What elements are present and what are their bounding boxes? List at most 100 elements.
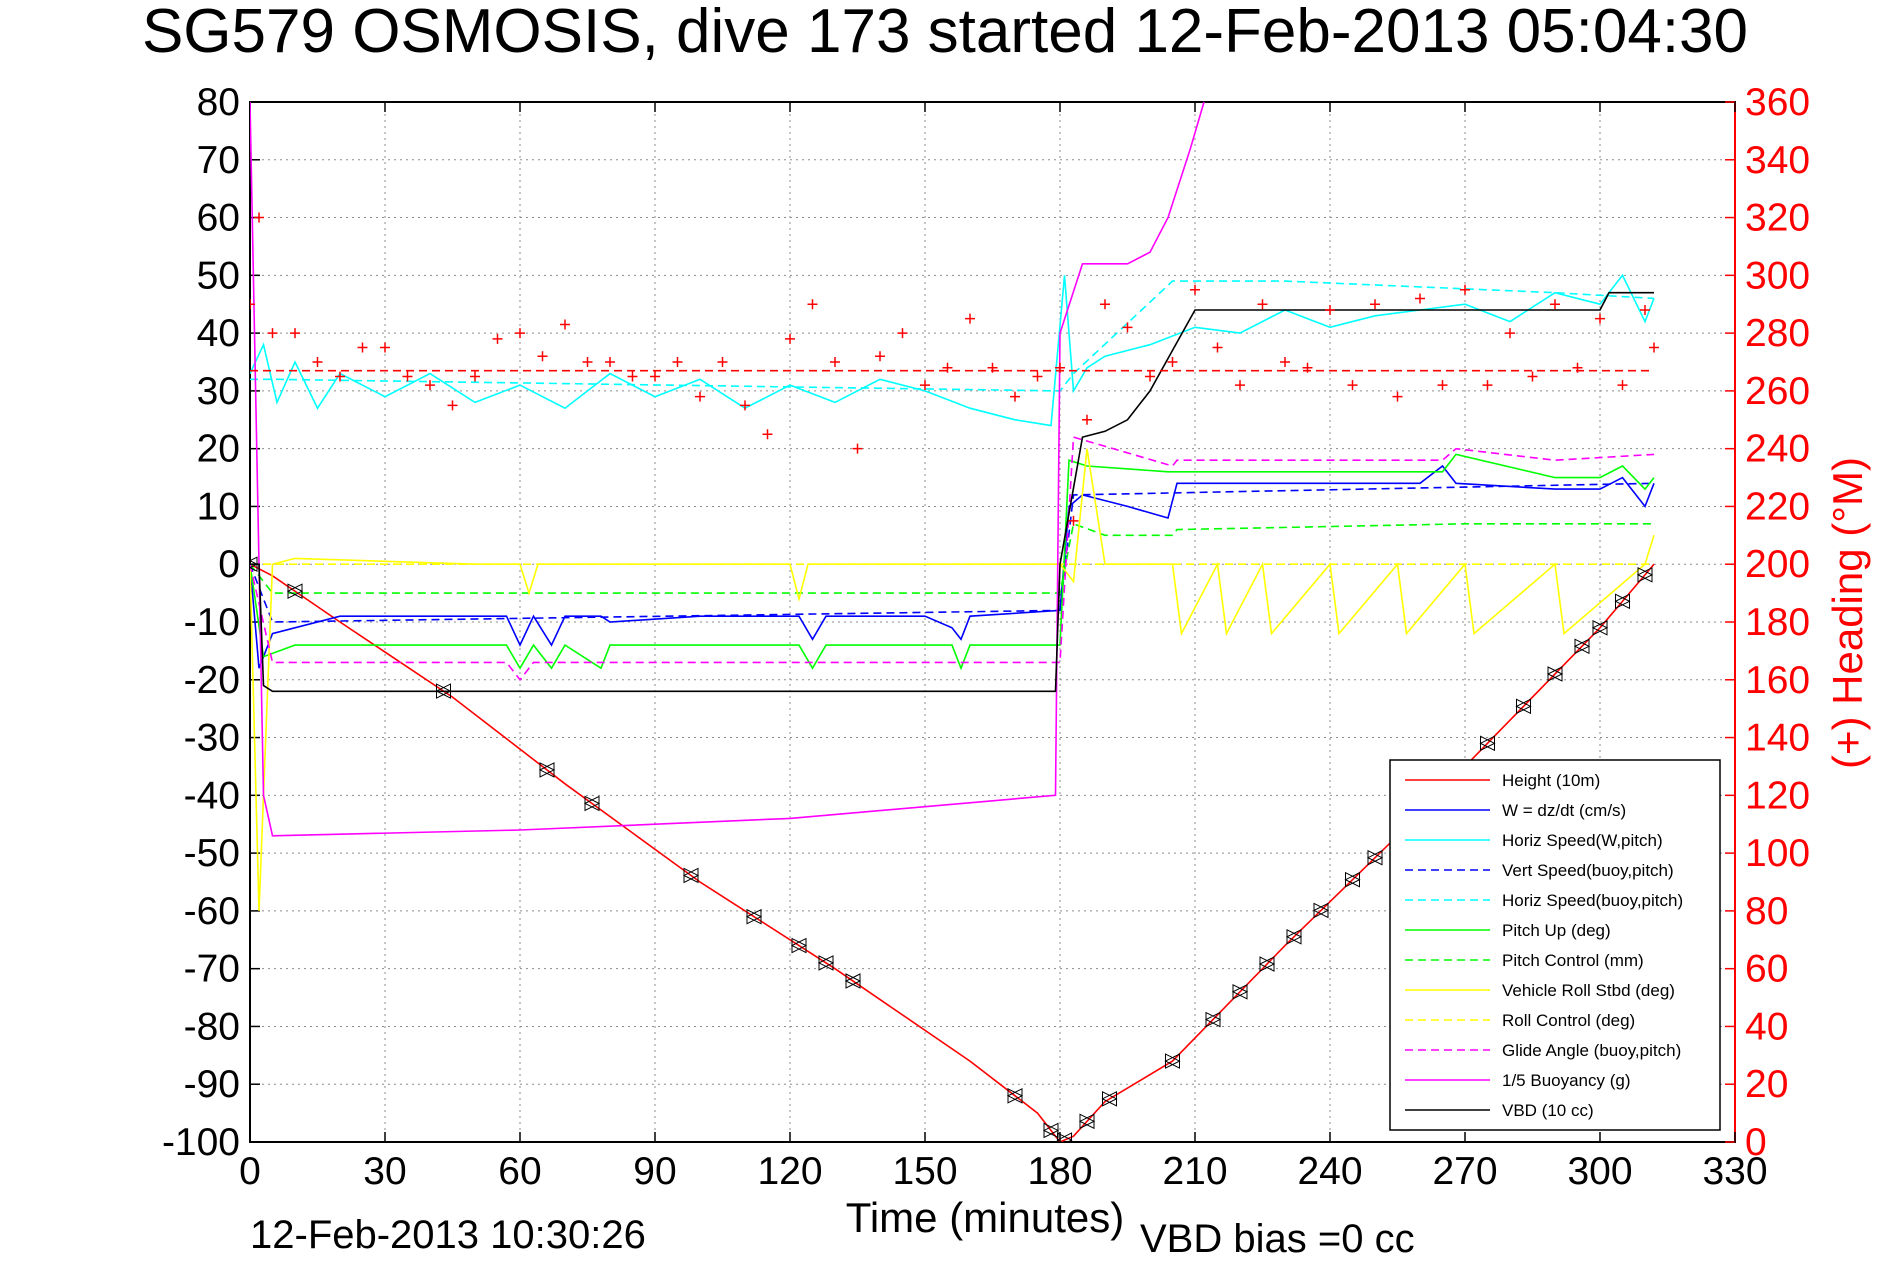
- y-tick-label: -40: [184, 774, 240, 817]
- y-tick-label: 50: [197, 254, 240, 297]
- x-tick-label: 180: [1027, 1150, 1092, 1193]
- height-triangle-markers: [250, 556, 1654, 1142]
- heading-point: [920, 380, 930, 391]
- height-marker: [1285, 928, 1303, 945]
- y2-tick-label: 340: [1745, 139, 1810, 182]
- y2-tick-label: 200: [1745, 543, 1810, 586]
- heading-point: [1082, 414, 1092, 425]
- heading-point: [1415, 293, 1425, 304]
- height-marker: [817, 955, 835, 971]
- heading-point: [1392, 391, 1403, 402]
- height-marker: [745, 908, 763, 925]
- heading-point: [1032, 371, 1043, 382]
- legend-entry-label: Horiz Speed(buoy,pitch): [1502, 891, 1683, 910]
- y2-tick-label: 320: [1745, 197, 1810, 240]
- heading-point: [1068, 515, 1079, 526]
- heading-point: [717, 357, 728, 367]
- y2-tick-label: 300: [1745, 254, 1810, 297]
- y2-tick-label: 120: [1745, 774, 1810, 817]
- y-tick-label: 30: [197, 370, 240, 413]
- series-layer: [250, 102, 1659, 1142]
- height-marker: [1591, 619, 1609, 636]
- height-marker: [1056, 1132, 1073, 1142]
- legend-entry-label: Pitch Up (deg): [1502, 921, 1611, 940]
- series-1-5-buoyancy-g: [250, 102, 1205, 837]
- series-pitch-control-mm: [250, 522, 1654, 594]
- y-tick-label: 70: [197, 139, 240, 182]
- y2-tick-label: 80: [1745, 890, 1788, 933]
- legend: Height (10m) W = dz/dt (cm/s) Horiz Speed(…: [1389, 759, 1721, 1131]
- y2-tick-label: 40: [1745, 1005, 1788, 1048]
- x-tick-label: 210: [1162, 1150, 1227, 1193]
- y2-tick-label: 220: [1745, 485, 1810, 528]
- heading-point: [1460, 284, 1470, 295]
- legend-entry-label: Roll Control (deg): [1502, 1011, 1635, 1030]
- height-marker: [1546, 666, 1564, 682]
- timestamp-label: 12-Feb-2013 10:30:26: [250, 1213, 646, 1257]
- right-axis-ticks: 3603403203002802602402202001801601401201…: [1725, 81, 1810, 1164]
- x-tick-label: 90: [633, 1150, 676, 1193]
- heading-point: [1212, 342, 1223, 353]
- height-marker: [1164, 1053, 1181, 1069]
- height-marker: [1258, 956, 1276, 972]
- heading-point: [627, 371, 638, 382]
- height-marker: [286, 583, 304, 599]
- x-tick-label: 0: [239, 1150, 261, 1193]
- height-marker: [583, 795, 601, 812]
- y2-tick-label: 240: [1745, 428, 1810, 471]
- y2-tick-label: 260: [1745, 370, 1810, 413]
- heading-point: [875, 351, 885, 362]
- heading-point: [1437, 380, 1448, 391]
- series-horiz-speed-buoy-pitch: [250, 280, 1655, 392]
- series-vbd-10-cc: [250, 291, 1654, 693]
- heading-point: [357, 342, 368, 353]
- y-tick-label: 20: [197, 428, 240, 471]
- y-tick-label: -70: [184, 948, 240, 991]
- heading-point: [1347, 380, 1358, 391]
- y2-tick-label: 20: [1745, 1063, 1788, 1106]
- height-marker: [1366, 849, 1384, 866]
- height-marker: [1204, 1011, 1222, 1028]
- heading-point: [402, 371, 413, 382]
- left-axis-ticks: 80 70 60 50 40 30 20 10 0 -10 -20 -30 -40 -50 -60 -70 -8…: [162, 81, 260, 1164]
- heading-point: [762, 429, 773, 440]
- height-marker: [844, 973, 862, 989]
- series-heading: [250, 212, 1659, 526]
- heading-point: [1257, 299, 1268, 310]
- y-tick-label: -30: [184, 717, 240, 760]
- y2-tick-label: 100: [1745, 832, 1810, 875]
- heading-point: [1145, 371, 1155, 382]
- heading-point: [1617, 380, 1628, 391]
- heading-point: [582, 357, 593, 367]
- height-marker: [1636, 567, 1654, 583]
- legend-box: [1389, 759, 1721, 1131]
- legend-entry-label: Horiz Speed(W,pitch): [1502, 831, 1663, 850]
- x-tick-label: 300: [1567, 1150, 1632, 1193]
- y2-tick-label: 180: [1745, 601, 1810, 644]
- height-marker: [250, 556, 259, 573]
- heading-point: [335, 371, 345, 382]
- heading-point: [740, 400, 750, 411]
- legend-entry-label: Vert Speed(buoy,pitch): [1502, 861, 1674, 880]
- heading-point: [380, 342, 390, 353]
- y2-tick-label: 160: [1745, 659, 1810, 702]
- heading-point: [965, 313, 975, 324]
- heading-point: [447, 400, 458, 411]
- heading-point: [1649, 342, 1659, 353]
- height-marker: [682, 867, 700, 884]
- y2-tick-label: 0: [1745, 1121, 1767, 1164]
- legend-entry-label: Glide Angle (buoy,pitch): [1502, 1041, 1681, 1060]
- height-marker: [1101, 1091, 1118, 1107]
- x-axis-label: Time (minutes): [846, 1194, 1124, 1241]
- y-tick-label: -50: [184, 832, 240, 875]
- x-tick-label: 330: [1702, 1150, 1767, 1193]
- heading-point: [470, 371, 480, 382]
- heading-point: [425, 380, 435, 391]
- y-tick-label: -80: [184, 1005, 240, 1048]
- legend-entry-label: W = dz/dt (cm/s): [1502, 801, 1626, 820]
- heading-point: [515, 328, 525, 339]
- y-tick-label: -20: [184, 659, 240, 702]
- height-marker: [1614, 593, 1631, 610]
- heading-point: [560, 319, 570, 330]
